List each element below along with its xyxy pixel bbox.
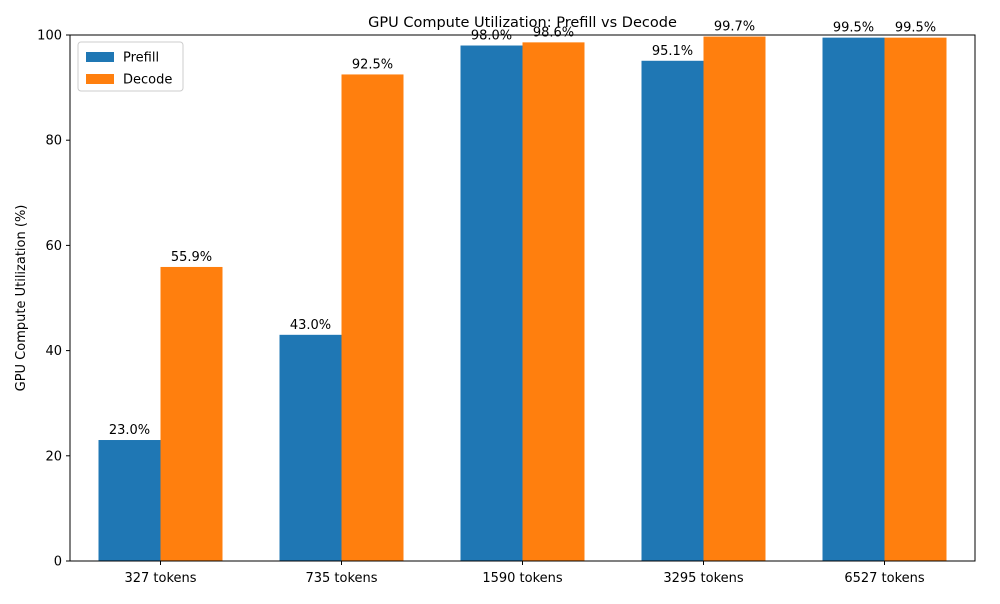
legend-swatch-prefill: [86, 52, 114, 62]
x-tick-label: 6527 tokens: [844, 571, 925, 586]
bars-layer: [98, 36, 947, 562]
legend-label-decode: Decode: [123, 73, 172, 88]
data-label-prefill-1: 43.0%: [290, 318, 331, 333]
data-label-decode-2: 98.6%: [533, 25, 574, 40]
bar-decode-1: [341, 74, 404, 561]
data-label-decode-4: 99.5%: [895, 21, 936, 36]
data-label-decode-0: 55.9%: [171, 250, 212, 265]
data-label-decode-1: 92.5%: [352, 57, 393, 72]
data-label-prefill-4: 99.5%: [833, 21, 874, 36]
y-axis: 0 20 40 60 80 100: [37, 29, 70, 570]
bar-prefill-0: [98, 440, 161, 561]
data-label-prefill-2: 98.0%: [471, 29, 512, 44]
data-label-decode-3: 99.7%: [714, 20, 755, 35]
legend: Prefill Decode: [77, 41, 184, 92]
bar-prefill-3: [641, 60, 704, 562]
bar-decode-3: [703, 36, 766, 561]
bar-prefill-1: [279, 334, 342, 561]
bar-decode-0: [160, 266, 223, 561]
y-tick-label: 60: [45, 239, 62, 254]
x-tick-label: 327 tokens: [124, 571, 196, 586]
y-tick-label: 40: [45, 344, 62, 359]
legend-swatch-decode: [86, 74, 114, 84]
y-tick-label: 100: [37, 29, 62, 44]
data-label-prefill-3: 95.1%: [652, 44, 693, 59]
y-axis-title: GPU Compute Utilization (%): [14, 205, 29, 392]
x-axis: 327 tokens 735 tokens 1590 tokens 3295 toke…: [124, 561, 925, 586]
bar-decode-2: [522, 42, 585, 561]
bar-prefill-2: [460, 45, 523, 561]
data-labels-layer: 23.0% 43.0% 98.0% 95.1% 99.5% 55.9% 92.5% 98.6%…: [109, 20, 936, 438]
bar-decode-4: [884, 37, 947, 561]
y-tick-label: 80: [45, 134, 62, 149]
legend-label-prefill: Prefill: [123, 51, 159, 66]
x-tick-label: 3295 tokens: [663, 571, 744, 586]
bar-prefill-4: [822, 37, 885, 561]
y-tick-label: 0: [54, 555, 62, 570]
y-tick-label: 20: [45, 449, 62, 464]
data-label-prefill-0: 23.0%: [109, 423, 150, 438]
x-tick-label: 1590 tokens: [482, 571, 563, 586]
chart-title: GPU Compute Utilization: Prefill vs Deco…: [368, 15, 677, 31]
x-tick-label: 735 tokens: [305, 571, 377, 586]
